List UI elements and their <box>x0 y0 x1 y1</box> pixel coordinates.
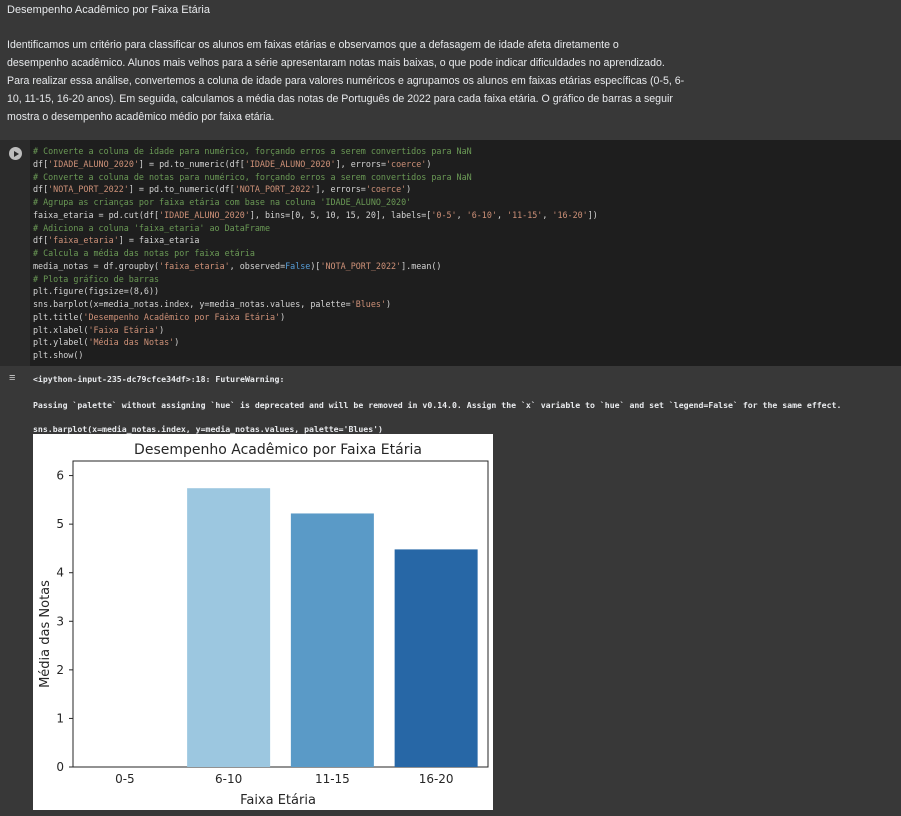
y-axis-label: Média das Notas <box>38 580 53 688</box>
code-line: faixa_etaria = pd.cut(df['IDADE_ALUNO_20… <box>33 209 598 220</box>
paragraph-line: desempenho acadêmico. Alunos mais velhos… <box>7 57 665 69</box>
code-text[interactable]: # Converte a coluna de idade para numéri… <box>33 145 598 362</box>
warning-code: sns.barplot(x=media_notas.index, y=media… <box>33 424 383 434</box>
y-tick-label: 0 <box>56 760 64 774</box>
plot-frame <box>72 460 489 768</box>
warning-body: Passing `palette` without assigning `hue… <box>33 400 842 410</box>
code-line: df['IDADE_ALUNO_2020'] = pd.to_numeric(d… <box>33 158 432 169</box>
code-line: # Agrupa as crianças por faixa etária co… <box>33 197 412 207</box>
paragraph-line: mostra o desempenho acadêmico médio por … <box>7 111 275 123</box>
code-editor[interactable]: # Converte a coluna de idade para numéri… <box>30 140 901 366</box>
warning-header: <ipython-input-235-dc79cfce34df>:18: Fut… <box>33 374 285 384</box>
code-line: plt.xlabel('Faixa Etária') <box>33 324 165 335</box>
cell-output: ≡ <ipython-input-235-dc79cfce34df>:18: F… <box>0 366 901 816</box>
cell-gutter <box>0 140 30 366</box>
code-line: df['NOTA_PORT_2022'] = pd.to_numeric(df[… <box>33 184 412 195</box>
bar-chart: Desempenho Acadêmico por Faixa Etária Fa… <box>38 442 489 808</box>
y-tick-label: 2 <box>56 663 64 677</box>
y-tick-label: 1 <box>56 711 64 725</box>
section-paragraph: Identificamos um critério para classific… <box>7 36 692 126</box>
bar-11-15 <box>290 513 374 767</box>
code-line: # Plota gráfico de barras <box>33 273 160 284</box>
chart-title: Desempenho Acadêmico por Faixa Etária <box>134 442 422 458</box>
code-line: plt.title('Desempenho Acadêmico por Faix… <box>33 311 286 322</box>
x-tick-label: 11-15 <box>315 772 350 786</box>
code-line: # Calcula a média das notas por faixa et… <box>33 248 255 258</box>
y-tick-label: 3 <box>56 614 64 628</box>
code-line: # Adiciona a coluna 'faixa_etaria' ao Da… <box>33 222 270 233</box>
code-line: plt.figure(figsize=(8,6)) <box>33 286 160 297</box>
y-tick-label: 5 <box>56 517 64 531</box>
y-tick-label: 6 <box>56 469 64 483</box>
code-line: plt.ylabel('Média das Notas') <box>33 337 180 348</box>
y-tick-label: 4 <box>56 566 64 580</box>
code-line: sns.barplot(x=media_notas.index, y=media… <box>33 299 392 309</box>
paragraph-line: 10, 11-15, 16-20 anos). Em seguida, calc… <box>7 93 673 105</box>
bar-6-10 <box>187 488 271 767</box>
bar-16-20 <box>394 549 478 767</box>
paragraph-line: Para realizar essa análise, convertemos … <box>7 75 685 87</box>
code-line: # Converte a coluna de idade para numéri… <box>33 146 472 156</box>
output-toggle-icon[interactable]: ≡ <box>9 372 16 384</box>
paragraph-line: Identificamos um critério para classific… <box>7 39 619 51</box>
markdown-cell: Desempenho Acadêmico por Faixa Etária Id… <box>0 0 901 138</box>
x-tick-label: 6-10 <box>215 772 242 786</box>
run-cell-button[interactable] <box>9 147 22 160</box>
x-tick-label: 16-20 <box>419 772 454 786</box>
code-line: df['faixa_etaria'] = faixa_etaria <box>33 235 200 246</box>
section-title: Desempenho Acadêmico por Faixa Etária <box>7 4 210 16</box>
chart-figure: Desempenho Acadêmico por Faixa Etária Fa… <box>33 434 493 810</box>
x-tick-label: 0-5 <box>115 772 135 786</box>
code-line: media_notas = df.groupby('faixa_etaria',… <box>33 260 442 271</box>
code-cell: # Converte a coluna de idade para numéri… <box>0 140 901 366</box>
code-line: plt.show() <box>33 350 84 360</box>
x-axis-label: Faixa Etária <box>240 793 316 808</box>
code-line: # Converte a coluna de notas para numéri… <box>33 171 472 182</box>
